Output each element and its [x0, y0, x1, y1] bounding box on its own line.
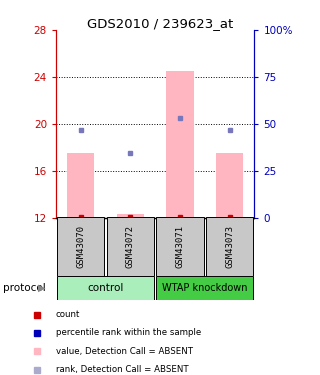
Text: GSM43070: GSM43070	[76, 225, 85, 268]
Bar	[156, 276, 253, 300]
Bar	[206, 217, 253, 276]
Text: ▶: ▶	[38, 283, 45, 293]
Text: protocol: protocol	[3, 283, 46, 293]
Text: WTAP knockdown: WTAP knockdown	[162, 283, 248, 293]
Text: GSM43072: GSM43072	[126, 225, 135, 268]
Text: GSM43073: GSM43073	[225, 225, 234, 268]
Bar	[57, 217, 104, 276]
Bar	[166, 71, 194, 217]
Text: rank, Detection Call = ABSENT: rank, Detection Call = ABSENT	[56, 365, 188, 374]
Bar	[216, 153, 243, 218]
Text: GDS2010 / 239623_at: GDS2010 / 239623_at	[87, 17, 233, 30]
Text: value, Detection Call = ABSENT: value, Detection Call = ABSENT	[56, 347, 193, 356]
Bar	[156, 217, 204, 276]
Text: control: control	[87, 283, 124, 293]
Text: GSM43071: GSM43071	[175, 225, 185, 268]
Bar	[107, 217, 154, 276]
Bar	[57, 276, 154, 300]
Text: percentile rank within the sample: percentile rank within the sample	[56, 328, 201, 338]
Text: count: count	[56, 310, 80, 319]
Bar	[67, 153, 94, 218]
Bar	[117, 214, 144, 217]
